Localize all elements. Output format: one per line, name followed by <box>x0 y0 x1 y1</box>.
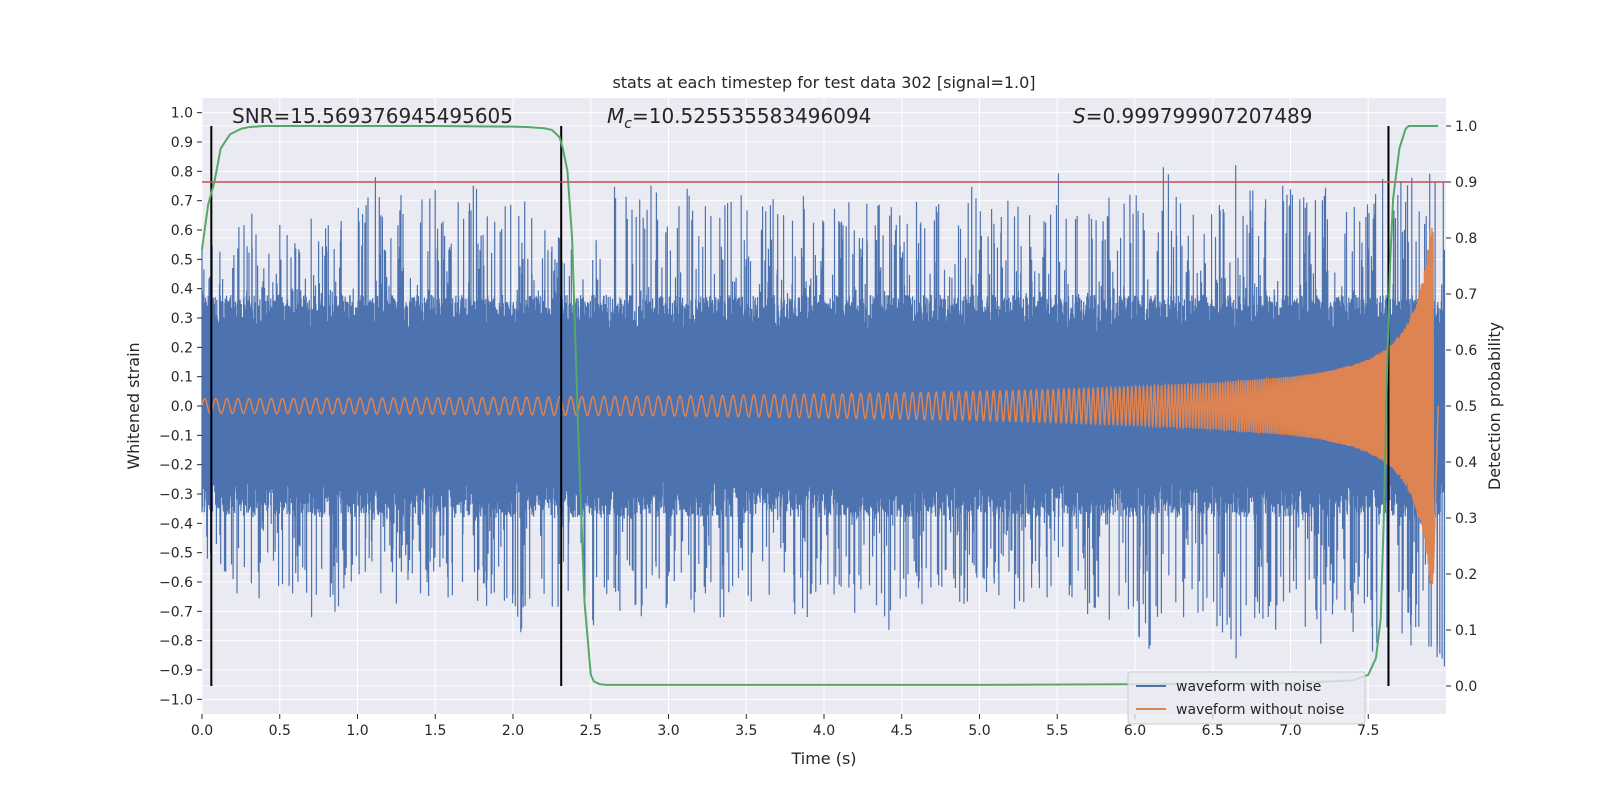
y-tick-label: −0.9 <box>159 663 193 679</box>
x-tick-label: 2.5 <box>580 723 602 739</box>
y-tick-label: −0.6 <box>159 575 193 591</box>
y-tick-label: 0.3 <box>171 311 193 327</box>
clean-trace <box>201 227 1439 584</box>
y-tick-label: −0.4 <box>159 516 193 532</box>
x-tick-label: 4.5 <box>891 723 913 739</box>
y-tick-label: 1.0 <box>171 106 193 122</box>
y-tick-label: 0.0 <box>171 399 193 415</box>
y-tick-label: 0.7 <box>171 194 193 210</box>
y-right-tick-label: 0.2 <box>1455 567 1477 583</box>
y-tick-label: −0.3 <box>159 487 193 503</box>
x-tick-label: 7.5 <box>1357 723 1379 739</box>
annotation-chirp-mass: Mc=10.525535583496094 <box>607 104 871 132</box>
y-right-tick-label: 0.1 <box>1455 623 1477 639</box>
x-tick-label: 3.5 <box>735 723 757 739</box>
y-axis-right-label: Detection probability <box>1485 322 1504 490</box>
x-tick-label: 7.0 <box>1279 723 1301 739</box>
y-right-tick-label: 0.7 <box>1455 287 1477 303</box>
legend-box <box>1127 671 1366 725</box>
y-axis-right-ticks: 1.0 0.9 0.8 0.7 0.6 0.5 0.4 0.3 0.2 0.1 0.0 <box>1446 119 1477 695</box>
x-tick-label: 3.0 <box>657 723 679 739</box>
x-tick-label: 5.5 <box>1046 723 1068 739</box>
y-tick-label: −0.2 <box>159 458 193 474</box>
legend-label-clean: waveform without noise <box>1176 702 1344 718</box>
x-axis-label: Time (s) <box>790 749 856 768</box>
series-waveform-without-noise <box>201 227 1439 584</box>
y-right-tick-label: 0.3 <box>1455 511 1477 527</box>
x-tick-label: 1.5 <box>424 723 446 739</box>
y-right-tick-label: 0.9 <box>1455 175 1477 191</box>
y-tick-label: 0.5 <box>171 252 193 268</box>
x-tick-label: 1.0 <box>346 723 368 739</box>
annotation-statistic: S=0.999799907207489 <box>1073 104 1312 128</box>
x-tick-label: 4.0 <box>813 723 835 739</box>
y-tick-label: −0.5 <box>159 546 193 562</box>
y-right-tick-label: 0.5 <box>1455 399 1477 415</box>
y-tick-label: 0.1 <box>171 370 193 386</box>
y-tick-label: −0.7 <box>159 604 193 620</box>
y-right-tick-label: 0.6 <box>1455 343 1477 359</box>
chart-title: stats at each timestep for test data 302… <box>612 73 1035 92</box>
legend: waveform with noise waveform without noi… <box>1127 671 1366 725</box>
x-tick-label: 5.0 <box>968 723 990 739</box>
x-tick-label: 6.0 <box>1124 723 1146 739</box>
y-right-tick-label: 1.0 <box>1455 119 1477 135</box>
y-tick-label: 0.2 <box>171 340 193 356</box>
y-tick-label: 0.9 <box>171 135 193 151</box>
y-tick-label: 0.8 <box>171 164 193 180</box>
x-tick-label: 0.0 <box>191 723 213 739</box>
y-tick-label: −0.1 <box>159 428 193 444</box>
y-tick-label: −1.0 <box>159 692 193 708</box>
y-right-tick-label: 0.0 <box>1455 679 1477 695</box>
x-tick-label: 0.5 <box>269 723 291 739</box>
x-axis-ticks: 0.0 0.5 1.0 1.5 2.0 2.5 3.0 3.5 4.0 4.5 5.0 5.5 6.0 6… <box>191 714 1379 739</box>
y-right-tick-label: 0.8 <box>1455 231 1477 247</box>
y-axis-ticks: 1.0 0.9 0.8 0.7 0.6 0.5 0.4 0.3 0.2 0.1 0.0 −0.1 −0.… <box>159 106 202 708</box>
vertical-markers <box>210 126 1390 686</box>
probability-trace <box>201 125 1439 686</box>
y-tick-label: −0.8 <box>159 634 193 650</box>
y-right-tick-label: 0.4 <box>1455 455 1477 471</box>
y-axis-label: Whitened strain <box>124 342 143 469</box>
y-tick-label: 0.4 <box>171 282 193 298</box>
annotation-snr: SNR=15.569376945495605 <box>232 104 513 128</box>
y-tick-label: 0.6 <box>171 223 193 239</box>
x-tick-label: 2.0 <box>502 723 524 739</box>
legend-label-noise: waveform with noise <box>1176 679 1321 695</box>
series-detection-probability <box>201 125 1439 686</box>
x-tick-label: 6.5 <box>1202 723 1224 739</box>
